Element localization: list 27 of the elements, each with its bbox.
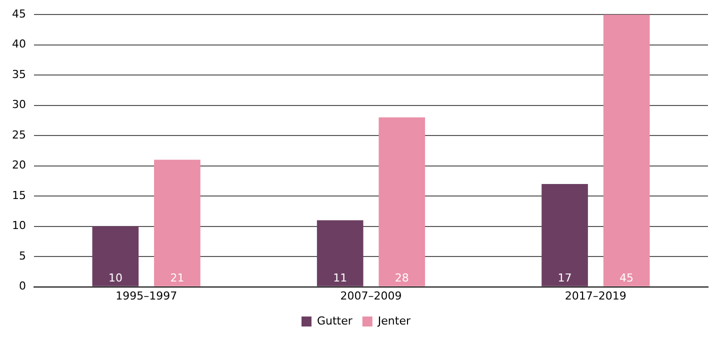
x-tick-label: 1995–1997: [116, 289, 178, 302]
y-tick-label: 30: [12, 98, 26, 112]
y-tick-label: 5: [18, 249, 26, 262]
x-tick-label: 2017–2019: [564, 289, 626, 302]
y-tick-label: 40: [12, 38, 26, 51]
y-tick-label: 10: [12, 219, 26, 232]
y-tick-label: 35: [12, 68, 26, 81]
data-label: 17: [558, 272, 572, 285]
bar: [603, 14, 650, 286]
data-label: 11: [333, 272, 348, 285]
bar: [542, 184, 588, 286]
legend-label: Jenter: [376, 314, 411, 328]
legend-label: Gutter: [317, 314, 353, 328]
data-label: 21: [170, 272, 184, 285]
y-tick-label: 15: [12, 188, 26, 202]
bar: [316, 220, 364, 286]
data-label: 45: [620, 272, 634, 285]
data-label: 10: [108, 272, 122, 285]
bar: [92, 226, 139, 286]
y-tick-label: 25: [12, 128, 26, 142]
y-tick-label: 45: [12, 7, 26, 20]
x-tick-label: 2007–2009: [340, 289, 402, 302]
bar: [378, 117, 426, 286]
y-tick-label: 0: [18, 280, 26, 293]
data-label: 28: [394, 272, 409, 285]
y-tick-label: 20: [12, 158, 26, 172]
bar: [154, 160, 200, 286]
